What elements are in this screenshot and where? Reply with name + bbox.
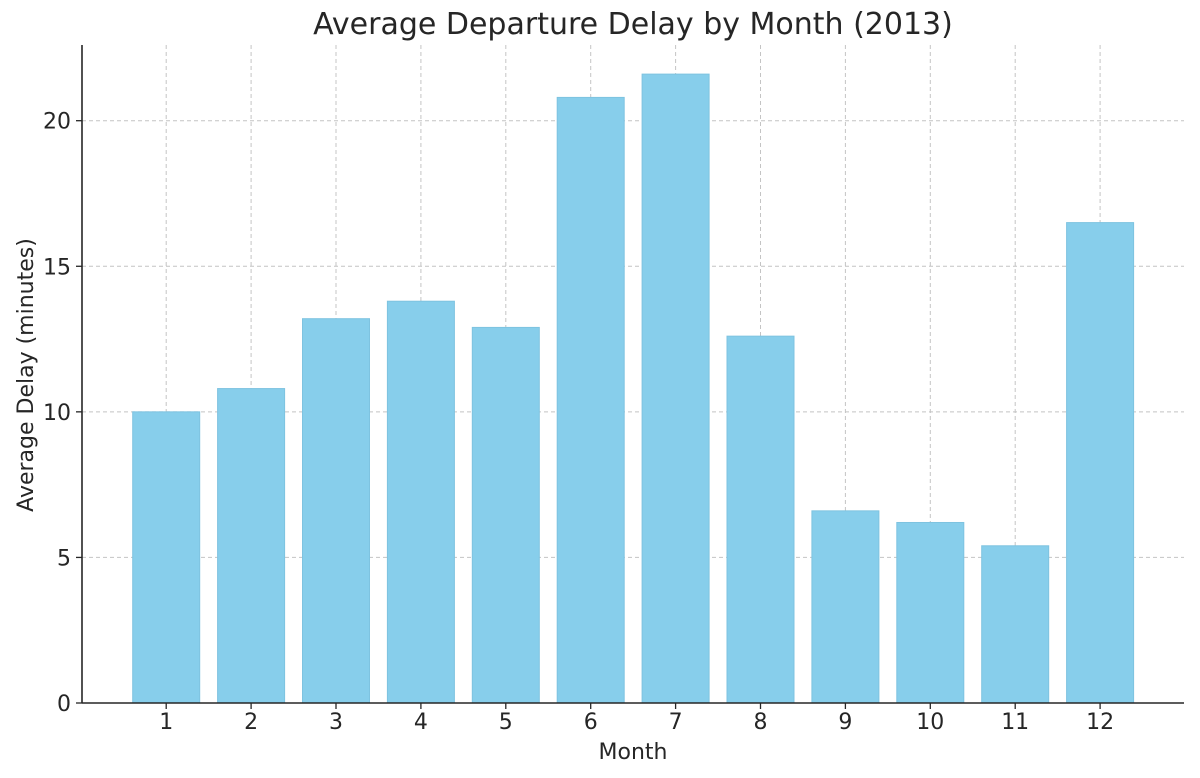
- bar-month-3: [302, 318, 370, 704]
- x-axis-label: Month: [599, 740, 668, 765]
- bar-month-9: [811, 510, 880, 704]
- bar-month-5: [471, 326, 540, 704]
- y-tick-label: 10: [43, 401, 71, 426]
- x-tick-label: 9: [838, 710, 852, 735]
- bar-month-7: [641, 73, 710, 704]
- y-tick-label: 20: [43, 110, 71, 135]
- bar-month-1: [132, 411, 201, 704]
- x-tick-label: 4: [414, 710, 428, 735]
- bar-month-12: [1066, 222, 1135, 704]
- bar-month-6: [556, 96, 625, 704]
- axes: [76, 45, 1184, 709]
- x-tick-label: 6: [584, 710, 598, 735]
- x-tick-label: 3: [329, 710, 343, 735]
- bar-month-8: [726, 335, 795, 704]
- x-tick-label: 1: [159, 710, 173, 735]
- x-tick-label: 11: [1001, 710, 1029, 735]
- y-tick-label: 5: [57, 546, 71, 571]
- x-tick-label: 12: [1086, 710, 1114, 735]
- x-tick-label: 2: [244, 710, 258, 735]
- chart-title: Average Departure Delay by Month (2013): [313, 7, 953, 42]
- y-tick-label: 0: [57, 692, 71, 717]
- x-tick-label: 7: [669, 710, 683, 735]
- x-tick-label: 5: [499, 710, 513, 735]
- y-tick-label: 15: [43, 255, 71, 280]
- bar-month-11: [981, 545, 1050, 704]
- bar-month-2: [217, 388, 286, 704]
- y-axis-label: Average Delay (minutes): [14, 238, 39, 512]
- bar-month-4: [386, 300, 455, 704]
- bar-month-10: [896, 521, 965, 704]
- x-tick-label: 8: [754, 710, 768, 735]
- x-tick-label: 10: [916, 710, 944, 735]
- bars: [132, 73, 1135, 704]
